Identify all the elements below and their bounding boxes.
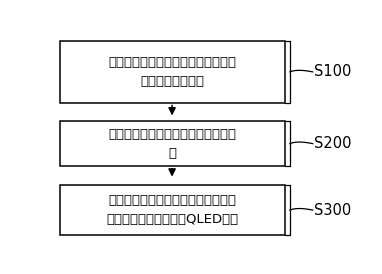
- Bar: [60, 41, 285, 102]
- Bar: [60, 121, 285, 166]
- Text: S200: S200: [314, 136, 352, 151]
- Bar: [60, 185, 285, 235]
- Text: 在量子点交联发光层上依次制备电子
传输层以及阴极，得到QLED器件: 在量子点交联发光层上依次制备电子 传输层以及阴极，得到QLED器件: [106, 194, 238, 226]
- Text: 在空穴传输层上制备量子点交联发光
层: 在空穴传输层上制备量子点交联发光 层: [108, 128, 236, 160]
- Text: S300: S300: [314, 202, 351, 218]
- Text: S100: S100: [314, 64, 351, 79]
- Text: 在含有阳极的衬底上依次制备空穴注
入层和空穴传输层: 在含有阳极的衬底上依次制备空穴注 入层和空穴传输层: [108, 56, 236, 88]
